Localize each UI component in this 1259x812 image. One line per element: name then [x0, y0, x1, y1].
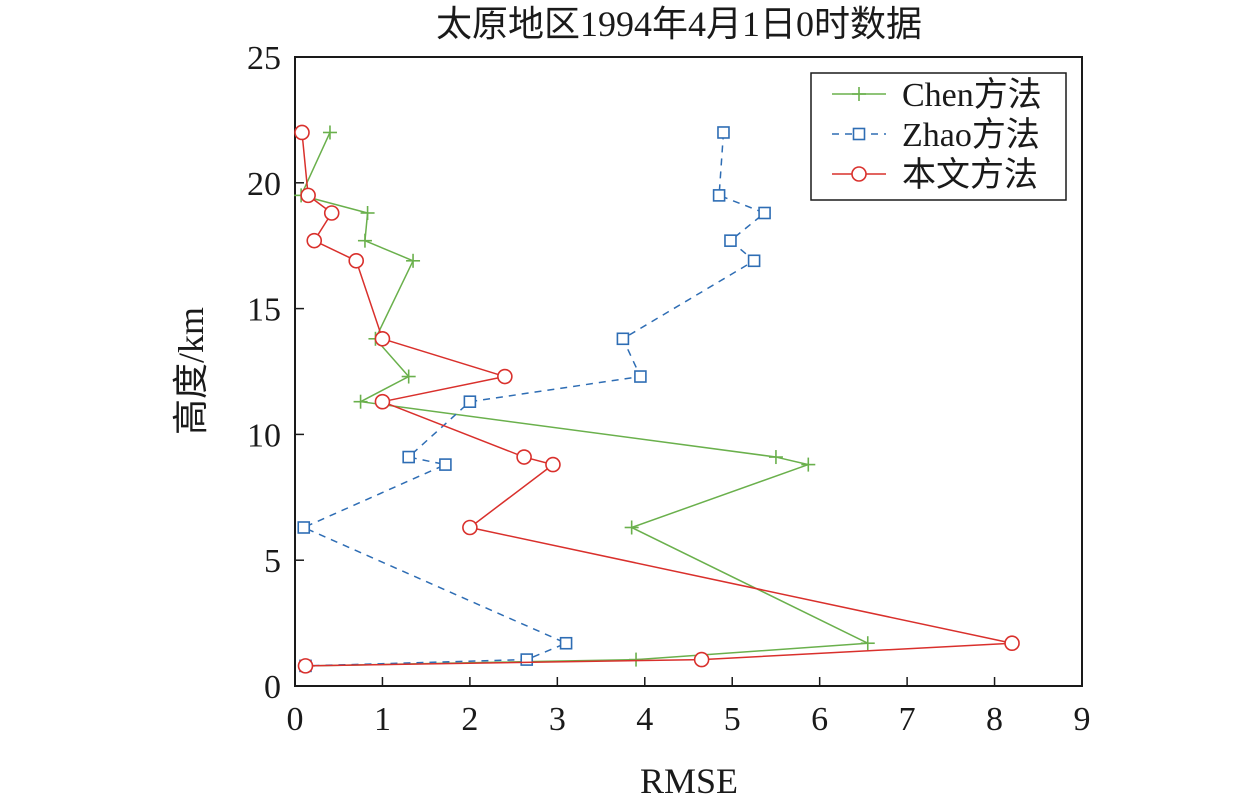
x-tick-label: 2 — [461, 701, 478, 738]
data-point-square — [747, 254, 761, 268]
data-point-circle — [374, 393, 391, 410]
data-point-square — [712, 189, 726, 202]
data-point-circle — [497, 368, 513, 385]
data-point-square — [717, 126, 730, 139]
data-point-square — [559, 636, 573, 650]
x-tick-label: 3 — [549, 701, 566, 738]
legend-item-circle: 本文方法 — [832, 156, 1038, 194]
legend-marker-plus — [852, 87, 866, 101]
x-tick-label: 8 — [986, 701, 1003, 738]
data-point-circle — [545, 456, 561, 473]
y-tick-label: 0 — [264, 669, 281, 706]
data-point-plus — [629, 652, 644, 667]
data-point-square — [297, 521, 311, 534]
data-point-circle — [516, 449, 532, 465]
x-axis-title: RMSE — [640, 761, 738, 801]
data-point-circle — [300, 187, 316, 204]
data-point-circle — [294, 124, 310, 141]
x-tick-label: 6 — [811, 701, 828, 738]
data-point-plus — [357, 233, 372, 248]
data-point-circle — [693, 651, 710, 668]
data-point-square — [520, 653, 534, 666]
data-point-plus — [322, 125, 337, 140]
data-point-circle — [348, 252, 365, 269]
y-tick-label: 5 — [264, 543, 281, 580]
data-point-plus — [624, 520, 639, 535]
data-point-square — [616, 332, 630, 346]
y-tick-label: 10 — [247, 417, 281, 454]
data-point-plus — [801, 457, 816, 472]
data-point-circle — [374, 330, 391, 347]
data-point-circle — [462, 519, 478, 536]
legend-label-plus: Chen方法 — [902, 76, 1042, 114]
data-point-circle — [297, 658, 314, 674]
data-point-square — [634, 370, 647, 383]
x-tick-label: 5 — [724, 701, 741, 738]
y-axis: 0 5 10 15 20 25 — [247, 40, 304, 706]
data-point-plus — [860, 636, 875, 651]
data-point-circle — [1004, 635, 1020, 652]
x-tick-label: 4 — [636, 701, 653, 738]
series-layer — [294, 124, 1020, 674]
y-axis-title: 高度/km — [171, 307, 211, 435]
data-point-plus — [353, 394, 368, 409]
x-tick-label: 9 — [1074, 701, 1091, 738]
legend-label-square: Zhao方法 — [902, 116, 1040, 154]
x-axis: 0 1 2 3 4 5 6 7 8 9 — [287, 677, 1091, 738]
data-point-square — [463, 395, 477, 408]
chart-title: 太原地区1994年4月1日0时数据 — [436, 4, 922, 44]
data-point-plus — [401, 369, 416, 384]
data-point-plus — [360, 205, 375, 220]
data-point-square — [439, 458, 452, 471]
legend-item-plus: Chen方法 — [832, 76, 1042, 114]
series-square — [297, 126, 771, 673]
x-tick-label: 1 — [374, 701, 391, 738]
data-point-square — [724, 234, 737, 247]
plot-frame — [294, 56, 1083, 687]
legend-label-circle: 本文方法 — [902, 156, 1038, 194]
series-line-circle — [301, 132, 1013, 667]
data-point-circle — [306, 232, 323, 249]
legend-marker-circle — [851, 166, 867, 182]
legend-item-square: Zhao方法 — [832, 116, 1040, 154]
y-tick-label: 15 — [247, 292, 281, 329]
data-point-plus — [406, 253, 421, 268]
data-point-circle — [323, 205, 340, 221]
y-tick-label: 20 — [247, 166, 281, 203]
y-tick-label: 25 — [247, 40, 281, 77]
data-point-plus — [768, 450, 783, 465]
x-tick-label: 7 — [899, 701, 916, 738]
data-point-square — [758, 206, 771, 220]
x-tick-label: 0 — [287, 701, 304, 738]
series-circle — [294, 124, 1020, 674]
data-point-square — [402, 450, 415, 464]
legend-marker-square — [852, 127, 866, 141]
